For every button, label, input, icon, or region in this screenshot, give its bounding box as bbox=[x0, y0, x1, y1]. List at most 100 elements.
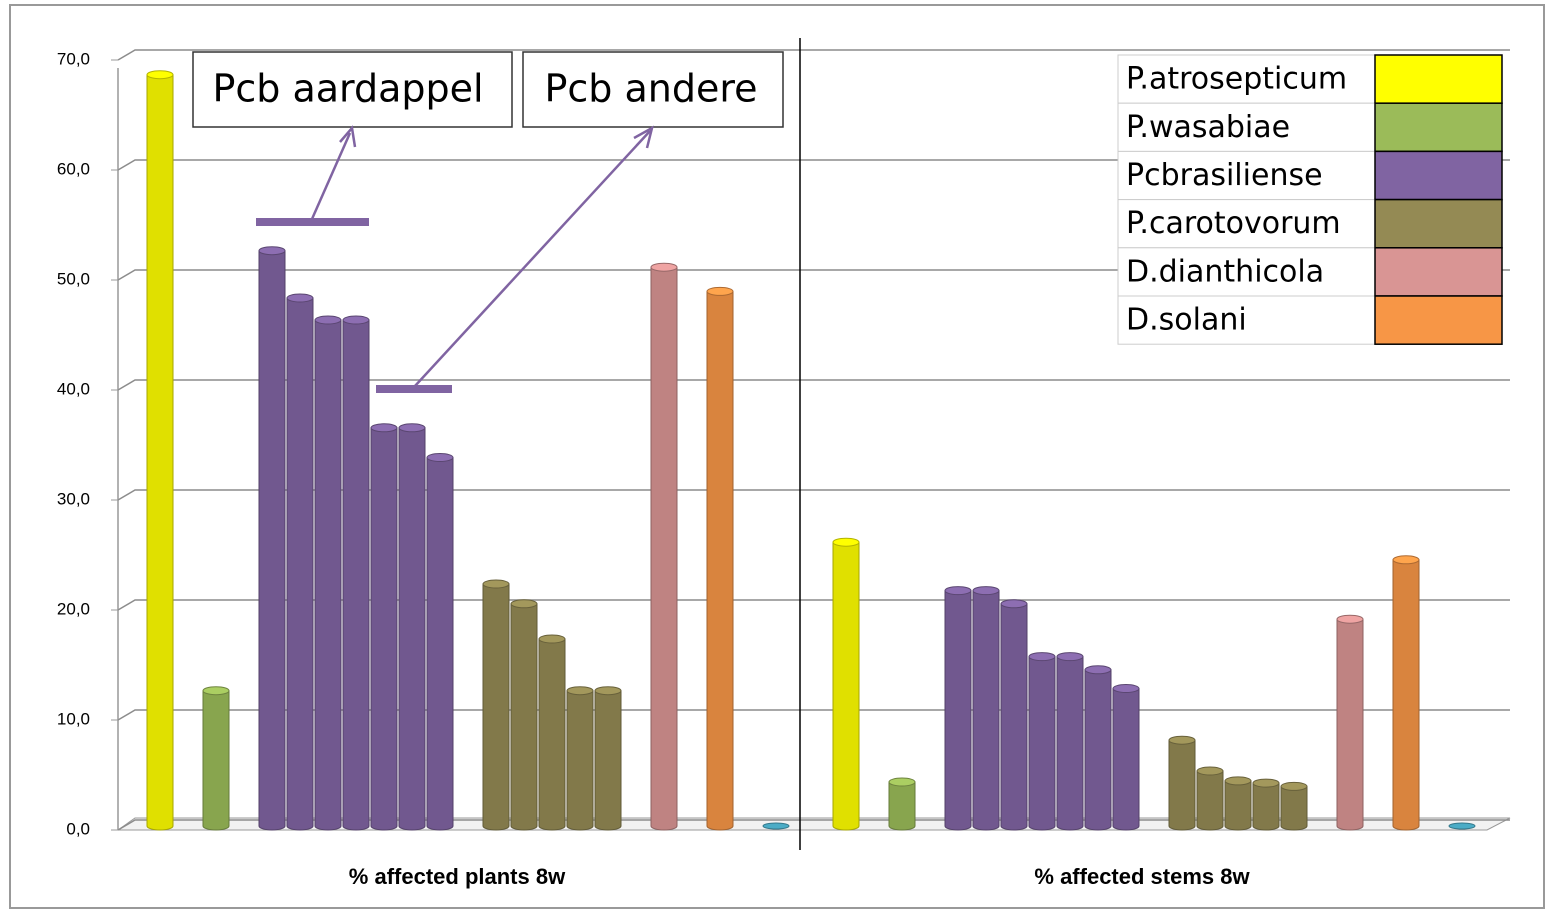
bar-cap bbox=[342, 315, 370, 325]
bar-cap bbox=[202, 686, 230, 696]
bar-cap bbox=[888, 777, 916, 787]
legend-label: D.solani bbox=[1126, 303, 1247, 338]
y-tick-label: 20,0 bbox=[57, 599, 90, 618]
y-tick-label: 30,0 bbox=[57, 489, 90, 508]
annotation: Pcb aardappel bbox=[212, 67, 483, 111]
bar-cap bbox=[286, 293, 314, 303]
bar bbox=[706, 290, 734, 831]
bar bbox=[566, 690, 594, 831]
bar bbox=[1252, 782, 1280, 831]
floor bbox=[116, 817, 1511, 831]
legend-swatch bbox=[1374, 295, 1503, 345]
bar-cap bbox=[258, 246, 286, 256]
annotation-box bbox=[522, 51, 784, 128]
legend-cell bbox=[1117, 199, 1376, 249]
bar bbox=[1056, 656, 1084, 831]
bar bbox=[832, 541, 860, 831]
bar-cap bbox=[1336, 614, 1364, 624]
annotation-arrow bbox=[310, 132, 352, 220]
legend-swatch bbox=[1374, 198, 1503, 249]
grid-line bbox=[117, 599, 1510, 611]
bar bbox=[370, 427, 398, 831]
bar-cap bbox=[1196, 766, 1224, 776]
bar bbox=[1112, 688, 1140, 831]
legend-swatch bbox=[1374, 54, 1503, 104]
bar bbox=[146, 74, 174, 831]
bar-cap bbox=[706, 286, 734, 296]
y-tick-label: 0,0 bbox=[66, 819, 90, 838]
legend-cell bbox=[1117, 150, 1376, 201]
bar-cap bbox=[146, 70, 174, 80]
bar bbox=[398, 427, 426, 831]
y-tick-label: 10,0 bbox=[57, 709, 90, 728]
bar-cap bbox=[510, 599, 538, 609]
annotation-arrow bbox=[414, 130, 651, 387]
y-tick-label: 70,0 bbox=[57, 49, 90, 68]
legend-swatch bbox=[1374, 150, 1503, 201]
grid-line bbox=[117, 379, 1510, 391]
bar-cap bbox=[566, 686, 594, 696]
arrow-head bbox=[339, 125, 357, 148]
bar bbox=[1448, 822, 1476, 830]
bar-cap bbox=[944, 586, 972, 596]
bar bbox=[1084, 669, 1112, 831]
y-tick-label: 40,0 bbox=[57, 379, 90, 398]
bar bbox=[1000, 603, 1028, 831]
bar bbox=[888, 781, 916, 831]
legend-swatch bbox=[1374, 102, 1503, 153]
bar bbox=[594, 690, 622, 831]
bar-cap bbox=[594, 686, 622, 696]
grid-line bbox=[117, 489, 1510, 501]
bar-cap bbox=[1084, 665, 1112, 675]
bar-cap bbox=[832, 537, 860, 547]
bar bbox=[1168, 739, 1196, 831]
bar bbox=[972, 590, 1000, 831]
legend-label: P.atrosepticum bbox=[1126, 62, 1347, 97]
legend-label: Pcbrasiliense bbox=[1126, 158, 1323, 193]
bar bbox=[258, 250, 286, 831]
legend-swatch bbox=[1374, 247, 1503, 297]
y-tick-label: 50,0 bbox=[57, 269, 90, 288]
bar-cap bbox=[1168, 735, 1196, 745]
grid-line bbox=[117, 269, 1510, 281]
legend: P.atrosepticum P.wasabiae Pcbrasiliense P.c… bbox=[1117, 54, 1503, 345]
arrow-head bbox=[633, 125, 654, 149]
bar-cap bbox=[1000, 599, 1028, 609]
bar bbox=[1028, 656, 1056, 831]
bar bbox=[1224, 780, 1252, 831]
bar-cap bbox=[1392, 555, 1420, 565]
bar bbox=[762, 822, 790, 830]
bar-cap bbox=[1028, 652, 1056, 662]
bar-cap bbox=[370, 423, 398, 433]
bar bbox=[314, 319, 342, 831]
bar-cap bbox=[314, 315, 342, 325]
bar bbox=[482, 583, 510, 831]
legend-cell bbox=[1117, 102, 1376, 152]
bar bbox=[1280, 785, 1308, 831]
x-tick-label: % affected stems 8w bbox=[1034, 864, 1250, 889]
bar-cap bbox=[482, 579, 510, 589]
bar bbox=[1336, 618, 1364, 831]
legend-label: P.wasabiae bbox=[1126, 110, 1290, 145]
bar-cap bbox=[426, 453, 454, 462]
bar bbox=[342, 319, 370, 831]
annotation: Pcb andere bbox=[544, 67, 757, 111]
bar-cap bbox=[1112, 684, 1140, 693]
bar bbox=[1196, 770, 1224, 831]
bar bbox=[426, 457, 454, 831]
y-tick-label: 60,0 bbox=[57, 159, 90, 178]
bar-cap bbox=[398, 423, 426, 433]
legend-label: D.dianthicola bbox=[1126, 254, 1324, 289]
bar bbox=[510, 603, 538, 831]
legend-label: P.carotovorum bbox=[1126, 206, 1341, 241]
bar-cap bbox=[972, 586, 1000, 596]
bar bbox=[1392, 559, 1420, 831]
bar-cap bbox=[538, 634, 566, 644]
bar-cap bbox=[1280, 781, 1308, 791]
bar bbox=[286, 297, 314, 831]
bar bbox=[650, 266, 678, 831]
bar bbox=[538, 638, 566, 831]
bar-cap bbox=[1224, 776, 1252, 786]
bar-cap bbox=[1056, 652, 1084, 662]
